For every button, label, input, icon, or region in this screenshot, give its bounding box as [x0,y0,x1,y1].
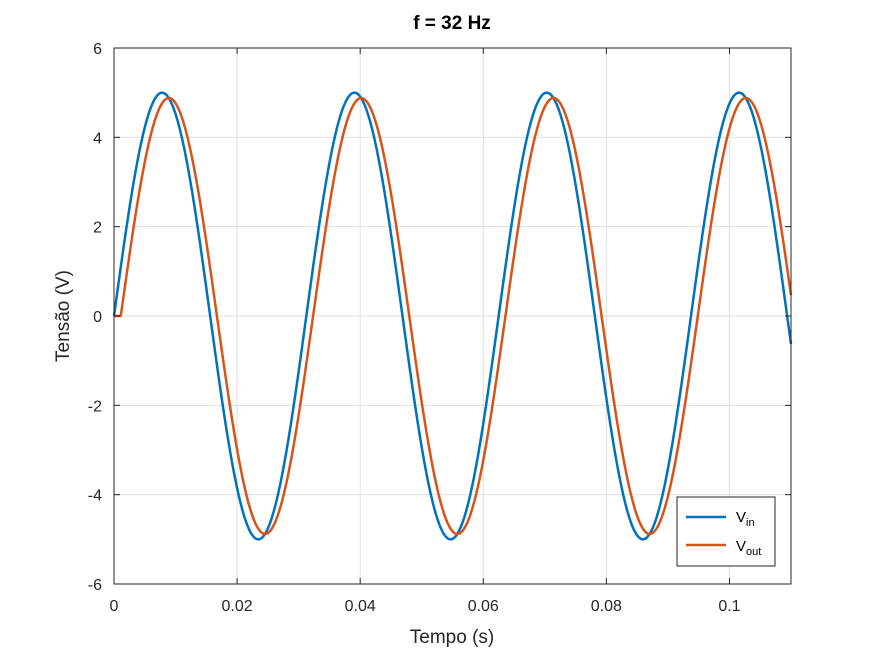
y-tick-label: -2 [88,398,102,415]
x-tick-label: 0.06 [468,598,499,615]
x-tick-label: 0.02 [222,598,253,615]
x-tick-label: 0.1 [718,598,740,615]
x-tick-label: 0.04 [345,598,376,615]
y-tick-label: 4 [93,130,102,147]
x-axis-label: Tempo (s) [410,627,494,648]
series-line-v-in [112,91,793,541]
series-layer [112,91,793,541]
chart-title: f = 32 Hz [413,13,491,34]
x-tick-label: 0.08 [591,598,622,615]
legend-box [676,496,776,567]
y-tick-label: -4 [88,488,102,505]
ticks: 0 0.02 0.04 0.06 0.08 0.1 -6 -4 -2 0 2 4 6 [88,41,791,615]
y-tick-label: 0 [93,309,102,326]
x-tick-label: 0 [110,598,119,615]
y-tick-label: 2 [93,220,102,237]
y-tick-label: 6 [93,41,102,58]
series-line-v-out [113,96,793,536]
y-axis-label: Tensão (V) [53,270,74,362]
legend: Vin Vout [676,496,776,567]
legend-label-vin: Vin [736,509,755,529]
legend-label-vout: Vout [736,538,761,558]
y-tick-label: -6 [88,577,102,594]
